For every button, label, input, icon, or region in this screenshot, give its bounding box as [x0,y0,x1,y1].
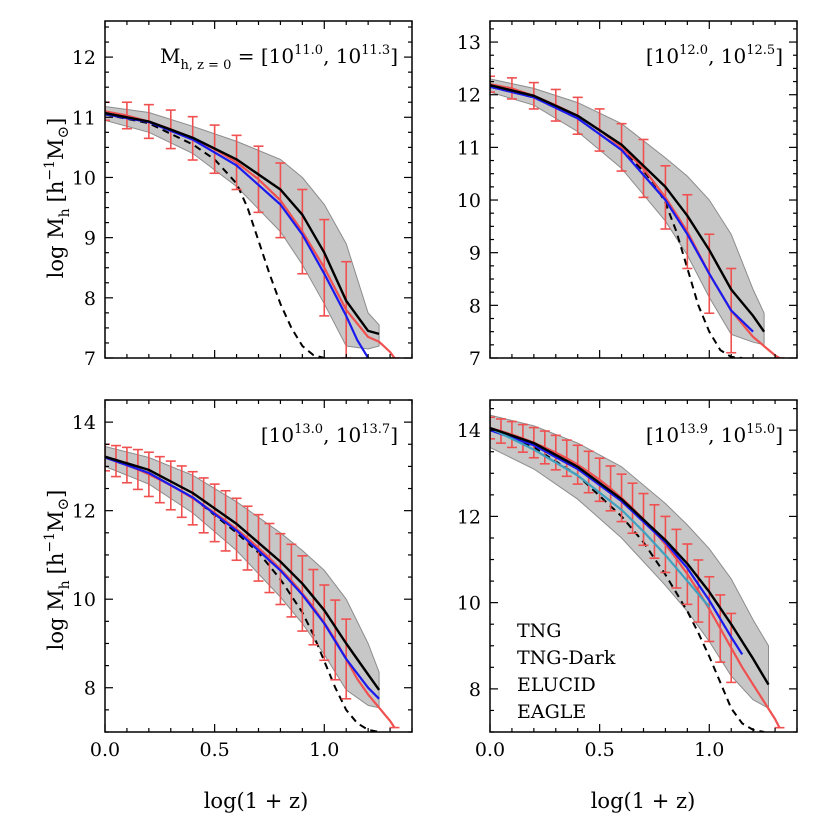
legend: TNG TNG-Dark ELUCID EAGLE [517,620,616,723]
y-tick-label: 13 [457,32,481,54]
dashed-reference-line [105,456,380,732]
x-axis-label-left: log(1 + z) [204,789,309,813]
mass-bin-annotation: [1013.0, 1013.7] [261,422,398,447]
y-axis-label-bottom: log Mh[h−1M⊙] [42,490,73,651]
plot-area [105,101,400,358]
y-tick-label: 10 [72,167,96,189]
legend-entry-tng: TNG [517,620,561,642]
x-tick-label: 0.0 [90,739,120,761]
plot-area [490,75,785,358]
y-tick-label: 7 [469,348,481,370]
x-axis-label-right: log(1 + z) [591,789,696,813]
plot-area [490,414,785,732]
tng-dark-line [105,456,380,700]
elucid-scatter-band [105,105,380,350]
legend-entry-eagle: EAGLE [517,701,586,723]
panel-4: 0.0 0.5 1.0 8 10 12 14 [1013.9, 1015.0] [457,399,798,761]
y-tick-label: 9 [84,228,96,250]
y-tick-label: 12 [72,501,96,523]
y-tick-label: 8 [469,295,481,317]
plot-area [105,443,400,732]
elucid-scatter-band [105,445,380,709]
y-tick-label: 11 [72,107,96,129]
x-tick-label: 0.0 [475,739,505,761]
elucid-line [490,84,766,333]
y-tick-label: 8 [84,678,96,700]
elucid-line [105,111,380,336]
x-tick-label: 0.5 [200,739,230,761]
dashed-reference-line [105,113,325,358]
x-tick-label: 0.5 [585,739,615,761]
elucid-line [490,426,770,686]
x-tick-label: 1.0 [694,739,724,761]
y-tick-label: 12 [457,506,481,528]
y-tick-label: 7 [84,348,96,370]
elucid-line [105,455,381,691]
panel-3: 0.0 0.5 1.0 8 10 12 14 [1013.0, 1013.7] [72,399,413,761]
y-tick-label: 10 [457,190,481,212]
y-tick-label: 10 [72,589,96,611]
panel-1: 7 8 9 10 11 12 Mh, z = 0 = [1011.0, 1011.3] [72,20,413,370]
y-tick-label: 14 [72,412,96,434]
eagle-line [490,427,711,608]
x-tick-label: 1.0 [309,739,339,761]
mass-bin-annotation: Mh, z = 0 = [1011.0, 1011.3] [160,43,398,73]
y-tick-label: 8 [469,679,481,701]
mass-bin-annotation: [1012.0, 1012.5] [646,43,783,68]
panel-2: 7 8 9 10 11 12 13 [1012.0, 1012.5] [457,20,798,370]
legend-entry-elucid: ELUCID [517,674,596,696]
y-axis-label-top: log Mh[h−1M⊙] [42,118,73,279]
elucid-scatter-band [490,78,765,346]
y-tick-label: 12 [72,47,96,69]
y-tick-label: 10 [457,593,481,615]
y-tick-label: 14 [457,420,481,442]
y-tick-label: 11 [457,137,481,159]
legend-entry-tng-dark: TNG-Dark [517,647,616,669]
y-tick-label: 12 [457,85,481,107]
tng-dark-line [490,85,754,333]
tng-line [490,83,781,358]
mass-bin-annotation: [1013.9, 1015.0] [646,422,783,447]
y-tick-label: 8 [84,288,96,310]
y-tick-label: 9 [469,243,481,265]
tng-dark-line [490,429,744,655]
